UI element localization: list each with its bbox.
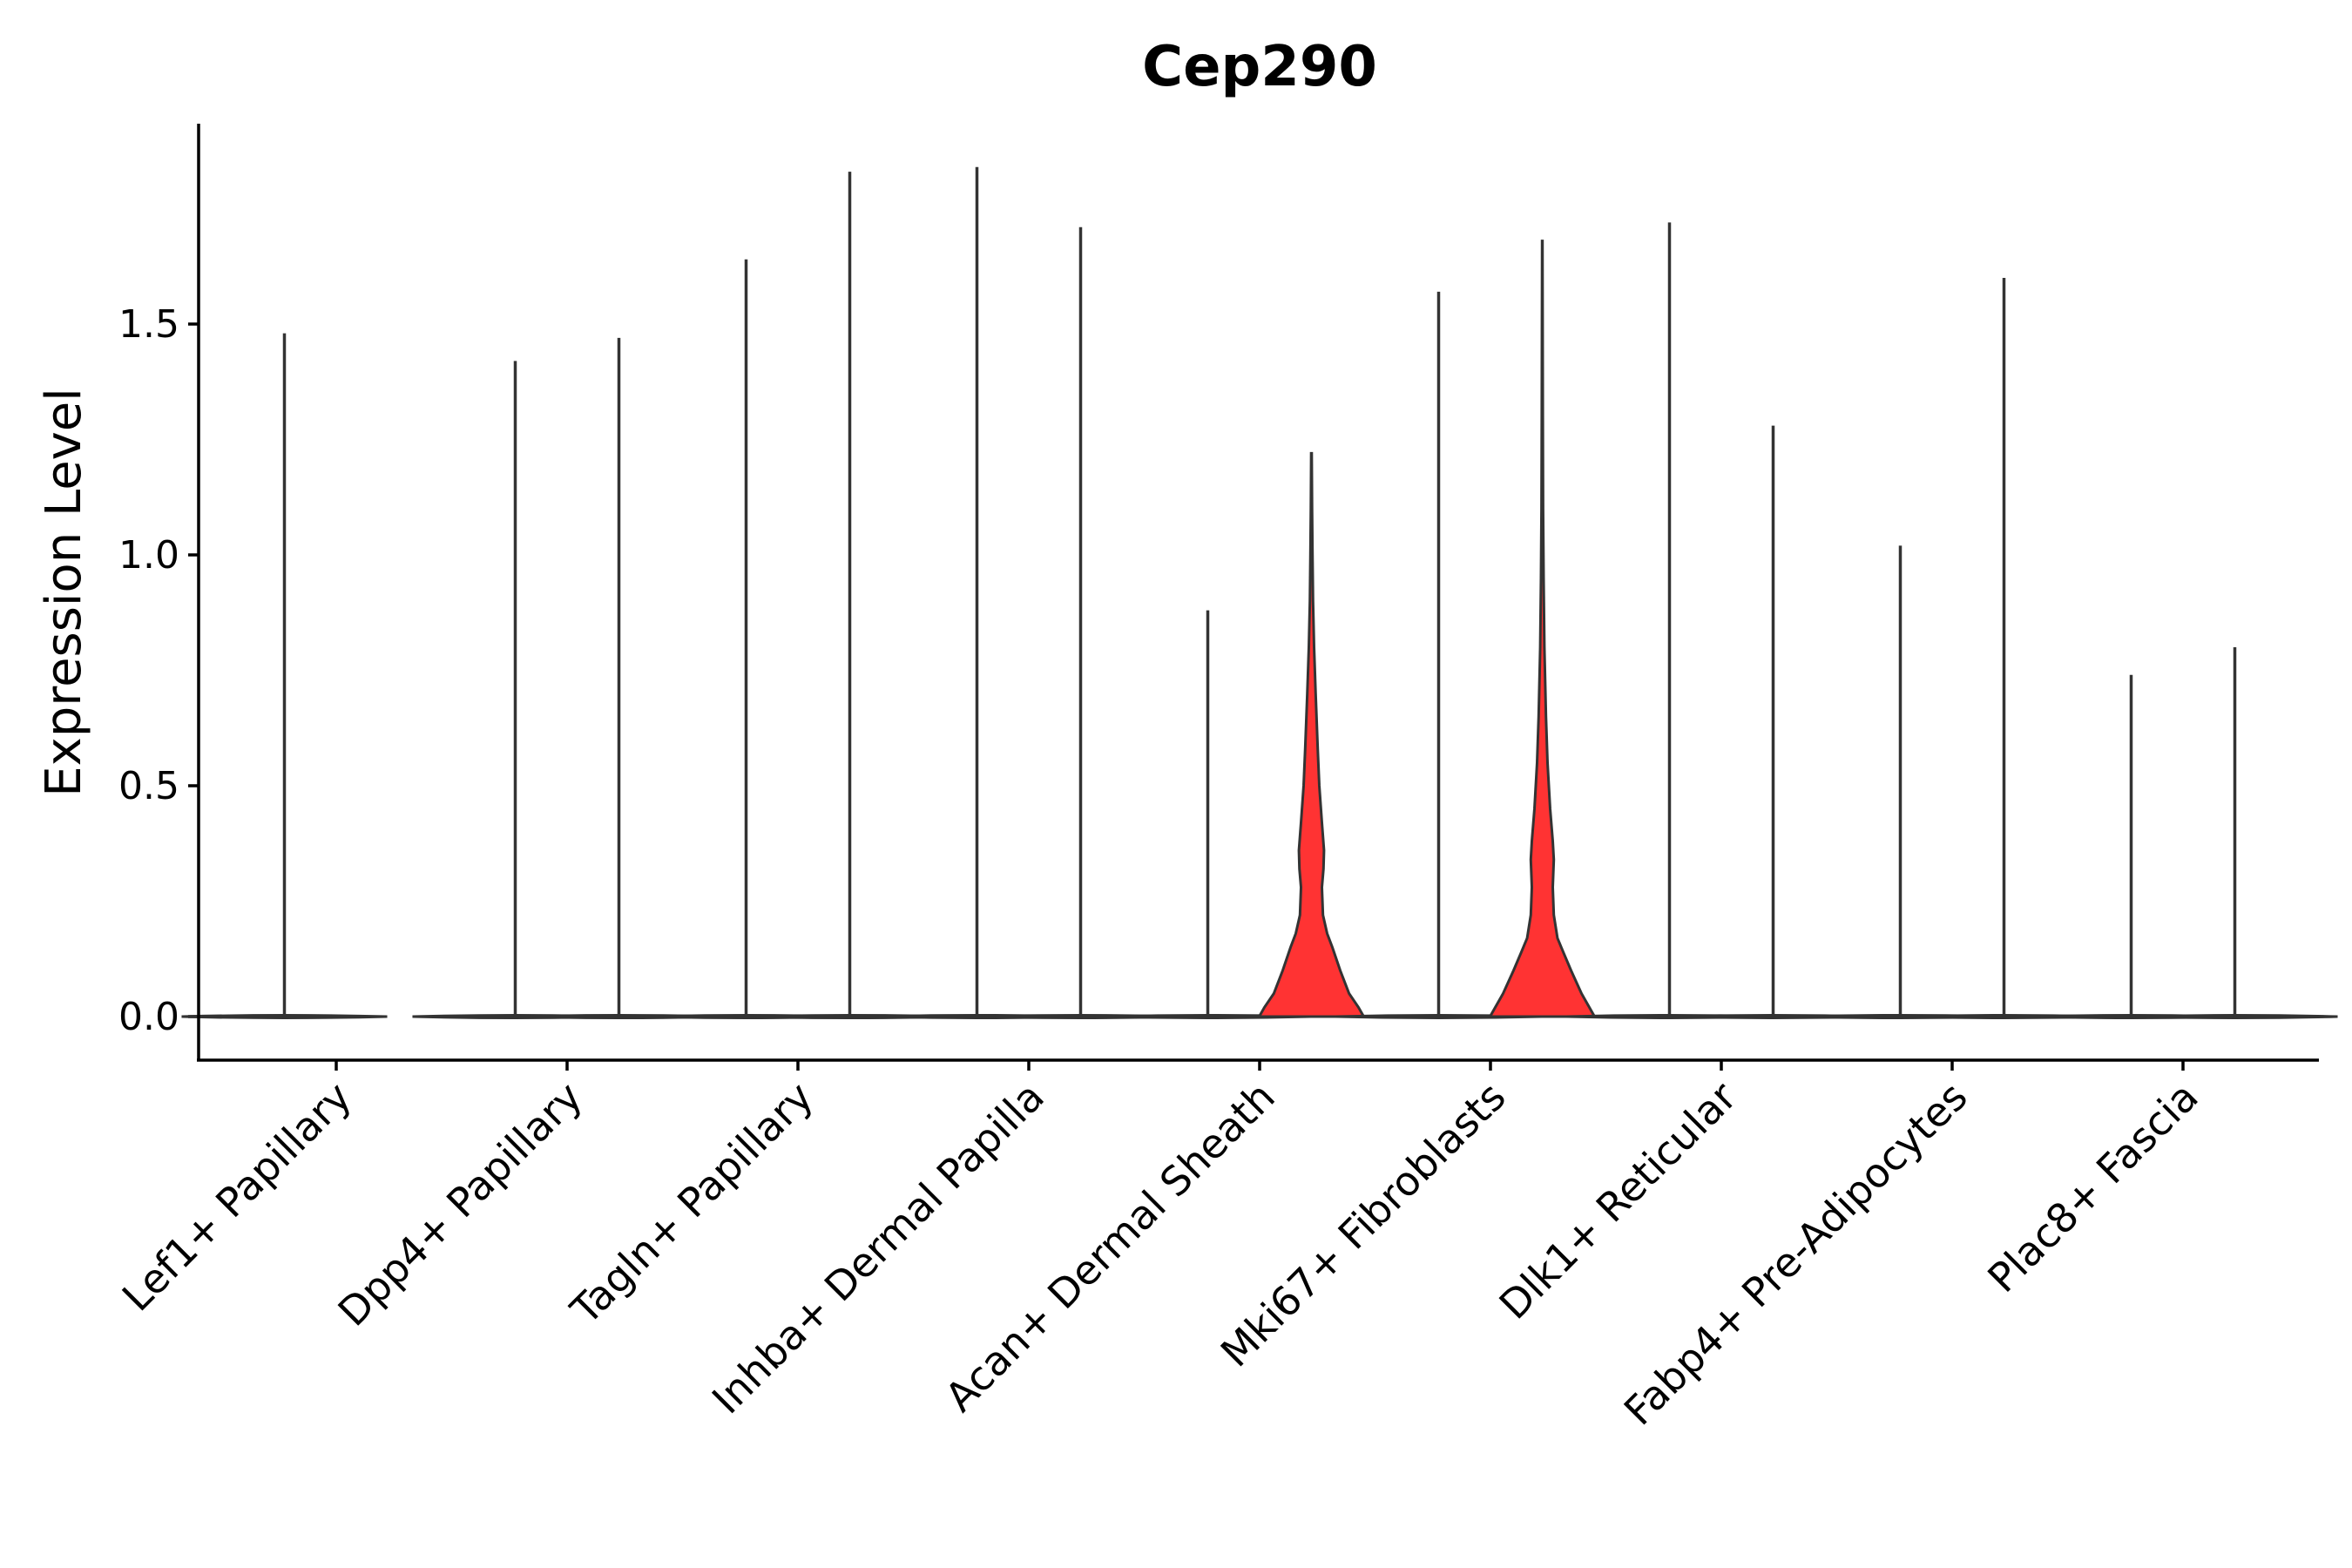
y-tick-label: 0.5	[118, 764, 179, 808]
violin-shape	[1487, 240, 1598, 1018]
y-axis-ticks: 0.0 0.5 1.0 1.5	[118, 302, 199, 1039]
x-tick-label: Lef1+ Papillary	[113, 1073, 361, 1321]
x-tick-label: Plac8+ Fascia	[1978, 1073, 2207, 1301]
violin-shape	[1256, 451, 1367, 1018]
chart-title: Cep290	[1142, 35, 1377, 99]
x-tick-label: Dlk1+ Reticular	[1490, 1073, 1746, 1328]
y-axis-label: Expression Level	[36, 388, 92, 797]
x-tick-label: Tagln+ Papillary	[561, 1073, 822, 1335]
x-tick-label: Dpp4+ Papillary	[329, 1073, 591, 1335]
y-tick-label: 1.5	[118, 302, 179, 347]
y-tick-label: 0.0	[118, 995, 179, 1039]
violins	[181, 166, 2338, 1019]
y-tick-label: 1.0	[118, 533, 179, 578]
